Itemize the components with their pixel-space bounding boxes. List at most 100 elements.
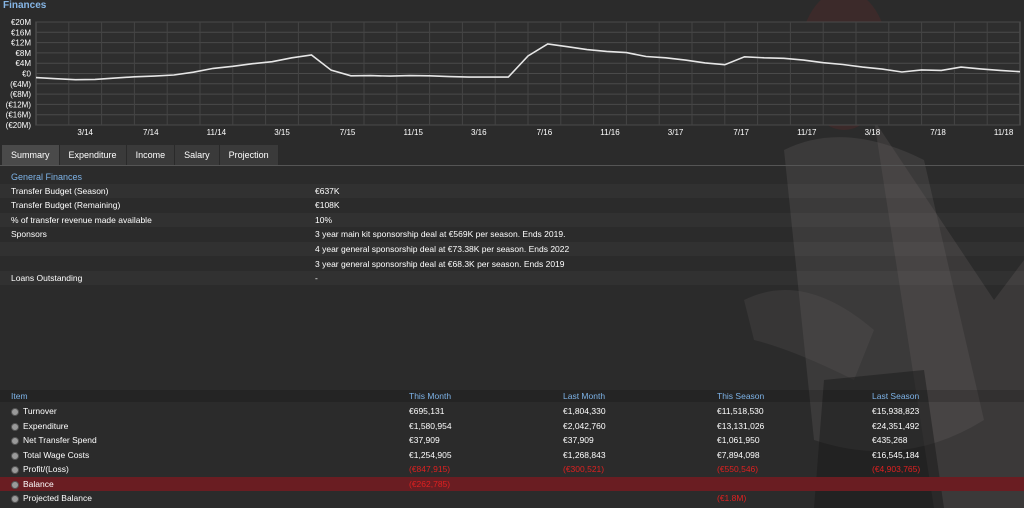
row-value-cell: €1,580,954	[409, 420, 452, 431]
gf-row-transfer-budget-remaining: Transfer Budget (Remaining) €108K	[0, 198, 1024, 212]
x-tick-label: 7/14	[143, 128, 159, 137]
x-tick-label: 7/16	[537, 128, 553, 137]
table-row: Balance (€262,785)	[0, 476, 1024, 491]
row-item-label: Expenditure	[23, 420, 69, 431]
row-item-label: Profit/(Loss)	[23, 464, 69, 474]
gf-value: €108K	[315, 200, 340, 210]
gf-value: 3 year main kit sponsorship deal at €569…	[315, 229, 566, 239]
gf-label: Transfer Budget (Remaining)	[11, 200, 121, 210]
gf-row-transfer-budget-season: Transfer Budget (Season) €637K	[0, 184, 1024, 198]
gf-label: Loans Outstanding	[11, 273, 83, 283]
row-bullet-icon[interactable]	[11, 422, 19, 431]
row-value-cell: €16,545,184	[872, 449, 920, 460]
row-value-cell: €1,061,950	[717, 435, 760, 445]
row-value-cell: €37,909	[563, 435, 594, 445]
y-tick-label: €20M	[11, 18, 31, 27]
x-tick-label: 3/18	[865, 128, 881, 137]
x-tick-label: 7/17	[733, 128, 749, 137]
row-item-label: Projected Balance	[23, 493, 92, 503]
gf-value: €637K	[315, 186, 340, 196]
gf-value: 4 year general sponsorship deal at €73.3…	[315, 244, 570, 254]
row-item-label: Net Transfer Spend	[23, 435, 97, 445]
x-tick-label: 3/15	[274, 128, 290, 137]
tab-salary[interactable]: Salary	[175, 145, 220, 165]
row-bullet-icon[interactable]	[11, 451, 19, 460]
x-tick-label: 3/14	[77, 128, 93, 137]
x-tick-label: 7/18	[930, 128, 946, 137]
gf-row-sponsors: Sponsors 3 year main kit sponsorship dea…	[0, 227, 1024, 241]
row-bullet-icon[interactable]	[11, 408, 19, 416]
col-header-this-season[interactable]: This Season	[717, 391, 765, 401]
gf-value: 10%	[315, 215, 333, 225]
balance-series-line	[35, 43, 1021, 81]
col-header-item[interactable]: Item	[11, 391, 28, 401]
row-value-cell: €37,909	[409, 435, 440, 445]
y-tick-label: €4M	[15, 59, 31, 68]
row-item-label: Balance	[23, 478, 54, 489]
tab-bar: Summary Expenditure Income Salary Projec…	[2, 145, 279, 165]
gf-label: Transfer Budget (Season)	[11, 186, 109, 196]
x-tick-label: 11/17	[797, 128, 817, 137]
tab-summary[interactable]: Summary	[2, 145, 60, 165]
gf-label: % of transfer revenue made available	[11, 215, 152, 225]
row-bullet-icon[interactable]	[11, 495, 19, 503]
table-row: Total Wage Costs €1,254,905 €1,268,843 €7,8…	[0, 448, 1024, 462]
col-header-last-season[interactable]: Last Season	[872, 391, 920, 401]
general-finances-header: General Finances	[11, 172, 83, 182]
table-row: Net Transfer Spend €37,909 €37,909 €1,061,9…	[0, 433, 1024, 447]
y-tick-label: €12M	[11, 39, 31, 48]
row-value-cell: €11,518,530	[717, 406, 764, 416]
y-tick-label: (€20M)	[6, 121, 32, 130]
x-tick-label: 7/15	[340, 128, 356, 137]
row-value-cell: (€550,546)	[717, 464, 759, 474]
row-value-cell: €24,351,492	[872, 420, 920, 431]
tab-income[interactable]: Income	[126, 145, 176, 165]
row-value-cell: €2,042,760	[563, 420, 606, 431]
y-tick-label: (€16M)	[6, 111, 32, 120]
x-tick-label: 11/15	[403, 128, 423, 137]
table-row: Turnover €695,131 €1,804,330 €11,518,530 €15…	[0, 404, 1024, 418]
table-row: Expenditure €1,580,954 €2,042,760 €13,131,0…	[0, 419, 1024, 433]
gf-row-transfer-revenue-pct: % of transfer revenue made available 10%	[0, 213, 1024, 227]
tab-projection[interactable]: Projection	[219, 145, 279, 165]
x-tick-label: 11/16	[600, 128, 620, 137]
y-tick-label: (€12M)	[6, 100, 32, 109]
row-bullet-icon[interactable]	[11, 466, 19, 474]
row-item-label: Turnover	[23, 406, 57, 416]
row-bullet-icon[interactable]	[11, 437, 19, 445]
panel-title: Finances	[3, 0, 47, 11]
tab-expenditure[interactable]: Expenditure	[59, 145, 127, 165]
table-row: Projected Balance (€1.8M)	[0, 491, 1024, 505]
row-value-cell: (€847,915)	[409, 464, 451, 474]
y-tick-label: (€4M)	[10, 80, 31, 89]
row-value-cell: €13,131,026	[717, 420, 765, 431]
row-item-label: Total Wage Costs	[23, 449, 90, 460]
row-value-cell: €695,131	[409, 406, 445, 416]
table-row: Profit/(Loss) (€847,915) (€300,521) (€550,5…	[0, 462, 1024, 476]
gf-row-sponsor-2: 4 year general sponsorship deal at €73.3…	[0, 242, 1024, 256]
gf-row-sponsor-3: 3 year general sponsorship deal at €68.3…	[0, 257, 1024, 271]
x-tick-label: 11/18	[994, 128, 1014, 137]
y-tick-label: €16M	[11, 28, 31, 37]
gf-label: Sponsors	[11, 229, 47, 239]
row-value-cell: €1,804,330	[563, 406, 606, 416]
y-tick-label: (€8M)	[10, 90, 31, 99]
col-header-this-month[interactable]: This Month	[409, 391, 452, 401]
row-bullet-icon[interactable]	[11, 480, 19, 489]
gf-value: 3 year general sponsorship deal at €68.3…	[315, 259, 565, 269]
row-value-cell: (€4,903,765)	[872, 464, 921, 474]
y-tick-label: €8M	[15, 49, 31, 58]
row-value-cell: (€300,521)	[563, 464, 605, 474]
x-tick-label: 3/17	[668, 128, 684, 137]
row-value-cell: €7,894,098	[717, 449, 760, 460]
gf-value: -	[315, 273, 318, 283]
row-value-cell: €1,268,843	[563, 449, 606, 460]
tab-divider	[0, 165, 1024, 166]
x-tick-label: 3/16	[471, 128, 487, 137]
finance-line-chart: €20M€16M €12M€8M€4M €0(€4M)(€8M)(€12M) (€16…	[6, 18, 1021, 137]
finance-chart: €20M €16M €12M €8M €4M €0 (€4M) (€8M) (€12M) (€16…	[0, 12, 1024, 140]
row-value-cell: (€262,785)	[409, 478, 451, 489]
row-value-cell: €435,268	[872, 435, 908, 445]
col-header-last-month[interactable]: Last Month	[563, 391, 606, 401]
summary-table-header: Item This Month Last Month This Season L…	[0, 390, 1024, 402]
